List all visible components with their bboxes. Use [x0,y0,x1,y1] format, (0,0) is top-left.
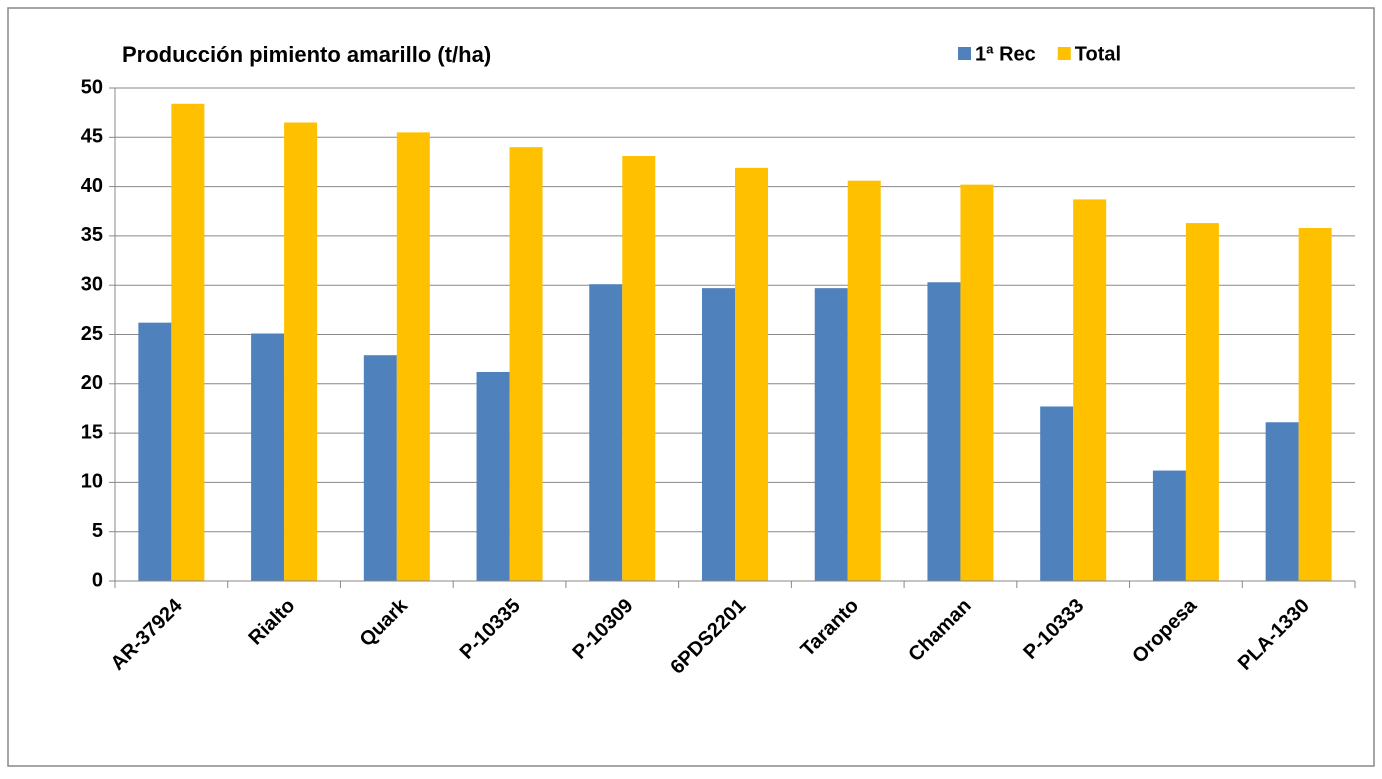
bar [363,355,397,581]
bar [589,284,623,581]
bar [476,371,510,581]
y-tick-label: 5 [92,520,103,542]
bar [171,103,205,581]
bar [509,147,543,581]
bar [1265,422,1299,581]
bar [284,122,318,581]
chart-border [7,7,1375,767]
y-tick-label: 0 [92,569,103,591]
y-tick-label: 25 [81,323,103,345]
y-tick-label: 45 [81,126,103,148]
y-tick-label: 40 [81,175,103,197]
bar [251,333,285,581]
y-tick-label: 50 [81,76,103,98]
bar [1298,228,1332,581]
y-tick-label: 30 [81,273,103,295]
bar [702,288,735,581]
bar [735,167,768,581]
bar [396,132,430,581]
bar [1185,223,1219,581]
legend-label: 1ª Rec [975,43,1036,65]
chart-title: Producción pimiento amarillo (t/ha) [122,42,491,67]
legend-swatch [1057,47,1071,60]
y-tick-label: 10 [81,471,103,493]
bar [847,180,881,581]
bar [927,282,961,581]
legend-swatch [958,47,971,60]
bar [960,184,994,582]
legend-label: Total [1075,43,1121,65]
y-tick-label: 15 [81,421,103,443]
bar [1040,406,1074,581]
y-tick-label: 20 [81,372,103,394]
bar [1152,470,1186,581]
bar [138,322,172,581]
bar [1073,199,1107,581]
y-tick-label: 35 [81,224,103,246]
bar [622,156,656,581]
bar [814,288,848,581]
